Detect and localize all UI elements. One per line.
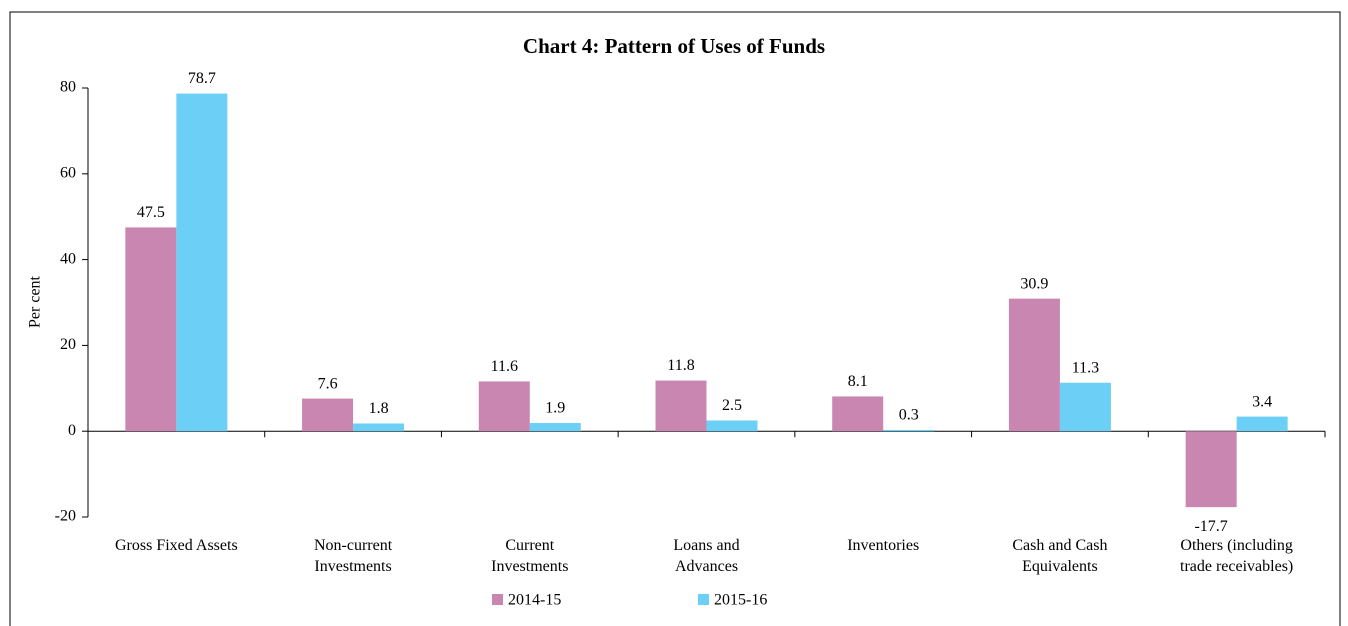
value-label: 1.8 (369, 400, 389, 417)
bar (706, 420, 758, 432)
bar (883, 429, 935, 432)
x-tick-label: Current Investments (491, 537, 568, 575)
value-label: 11.3 (1072, 359, 1099, 376)
value-label: 78.7 (188, 70, 216, 87)
value-label: 11.8 (667, 357, 694, 374)
bar (1008, 298, 1060, 432)
x-tick-label: Loans and Advances (673, 537, 739, 575)
y-tick-label: 40 (60, 250, 76, 267)
frame (9, 11, 1341, 626)
value-label: -17.7 (1194, 518, 1227, 535)
y-tick-label: 60 (60, 164, 76, 181)
y-tick-label: 80 (60, 79, 76, 96)
bar (655, 380, 707, 432)
legend-swatch (492, 594, 503, 605)
legend-label: 2014-15 (508, 592, 561, 609)
x-tick-label: Inventories (847, 537, 919, 554)
x-tick-label: Cash and Cash Equivalents (1012, 537, 1107, 575)
bar (176, 93, 228, 432)
x-tick-label: Others (including trade receivables) (1180, 537, 1293, 575)
value-label: 0.3 (899, 407, 919, 424)
value-label: 1.9 (545, 400, 565, 417)
bar (1236, 416, 1288, 432)
bar (125, 227, 177, 432)
bar (529, 423, 581, 432)
bar (302, 398, 354, 432)
x-tick-label: Gross Fixed Assets (115, 537, 238, 554)
y-tick-label: -20 (55, 508, 76, 525)
value-label: 7.6 (318, 375, 338, 392)
value-label: 47.5 (137, 204, 165, 221)
value-label: 11.6 (491, 358, 518, 375)
bar (1185, 431, 1237, 508)
bar (353, 423, 405, 432)
bar (832, 396, 884, 432)
y-axis-label: Per cent (27, 275, 44, 328)
value-label: 8.1 (848, 373, 868, 390)
y-tick-label: 20 (60, 336, 76, 353)
bar (1059, 382, 1111, 432)
value-label: 3.4 (1252, 393, 1272, 410)
chart-title: Chart 4: Pattern of Uses of Funds (523, 34, 825, 58)
x-tick-label: Non-current Investments (314, 537, 393, 575)
value-label: 30.9 (1020, 275, 1048, 292)
bar (478, 381, 530, 432)
y-tick-label: 0 (68, 422, 76, 439)
legend-swatch (698, 594, 709, 605)
value-label: 2.5 (722, 397, 742, 414)
legend-label: 2015-16 (714, 592, 767, 609)
